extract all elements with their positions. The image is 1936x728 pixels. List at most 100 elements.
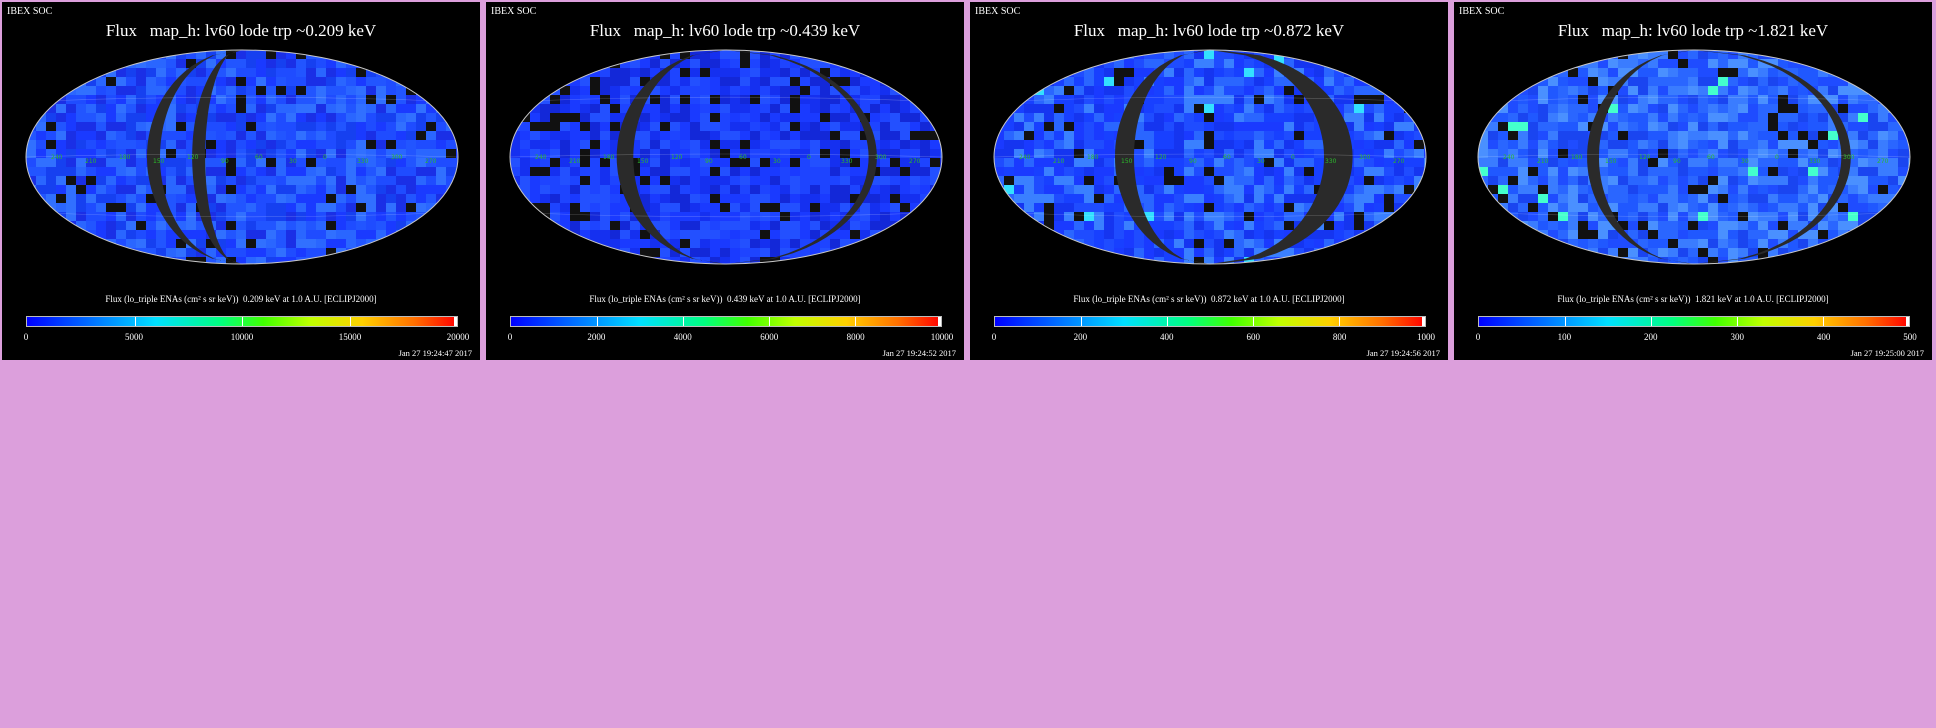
header-label: IBEX SOC (491, 6, 537, 17)
longitude-label: 240 (1019, 154, 1031, 161)
longitude-label: 180 (1087, 154, 1099, 161)
colorbar-tick-label: 20000 (446, 332, 470, 342)
dark-band (1115, 50, 1210, 264)
colorbar-tick-label: 10000 (930, 332, 954, 342)
longitude-label: 30 (1257, 158, 1265, 165)
longitude-label: 30 (773, 158, 781, 165)
longitude-label: 0 (807, 154, 811, 161)
longitude-label: 90 (221, 158, 229, 165)
longitude-label: 120 (187, 154, 199, 161)
longitude-label: 330 (1325, 158, 1337, 165)
colorbar-tick-label: 400 (1816, 332, 1831, 342)
longitude-label: 0 (323, 154, 327, 161)
panel-1: IBEX SOC Flux map_h: lv60 lode trp ~0.43… (486, 2, 964, 360)
colorbar-tick-label: 200 (1644, 332, 1658, 342)
dark-band (616, 50, 726, 264)
colorbar-tick-label: 2000 (587, 332, 606, 342)
colorbar-tick (855, 317, 856, 326)
longitude-label: 0 (1291, 154, 1295, 161)
colorbar-tick (1253, 317, 1254, 326)
longitude-label: 300 (391, 154, 403, 161)
colorbar-label: Flux (lo_triple ENAs (cm² s sr keV)) 1.8… (1557, 294, 1829, 304)
panel-title: Flux map_h: lv60 lode trp ~0.872 keV (1073, 21, 1345, 40)
colorbar-tick-label: 8000 (846, 332, 865, 342)
longitude-label: 240 (535, 154, 547, 161)
longitude-label: 90 (705, 158, 713, 165)
longitude-label: 30 (1741, 158, 1749, 165)
longitude-label: 150 (153, 158, 165, 165)
colorbar-tick-label: 4000 (673, 332, 692, 342)
longitude-label: 150 (637, 158, 649, 165)
grid-line (58, 96, 426, 101)
longitude-label: 330 (1809, 158, 1821, 165)
grid-line (58, 213, 426, 218)
colorbar-tick-label: 400 (1160, 332, 1174, 342)
header-label: IBEX SOC (1459, 6, 1505, 17)
dark-band (192, 50, 242, 264)
colorbar-tick-label: 5000 (125, 332, 143, 342)
longitude-label: 0 (1775, 154, 1779, 161)
colorbar-tick (349, 317, 351, 326)
grid-line (1477, 153, 1911, 158)
longitude-label: 210 (1537, 158, 1549, 165)
longitude-label: 150 (1121, 158, 1133, 165)
dark-band (1210, 50, 1353, 264)
colorbar-tick (597, 317, 598, 326)
panel-2: IBEX SOC Flux map_h: lv60 lode trp ~0.87… (970, 2, 1448, 360)
timestamp: Jan 27 19:25:00 2017 (1850, 348, 1924, 358)
colorbar (510, 316, 942, 327)
longitude-label: 210 (1053, 158, 1065, 165)
timestamp: Jan 27 19:24:56 2017 (1366, 348, 1440, 358)
colorbar-endcap (1422, 317, 1425, 326)
longitude-label: 330 (357, 158, 369, 165)
longitude-label: 90 (1673, 158, 1681, 165)
map-outline (509, 49, 943, 265)
panel-title: Flux map_h: lv60 lode trp ~0.209 keV (105, 21, 377, 40)
map-outline (993, 49, 1427, 265)
timestamp: Jan 27 19:24:52 2017 (882, 348, 956, 358)
longitude-label: 120 (671, 154, 683, 161)
grid-line (1026, 213, 1394, 218)
colorbar-tick-label: 500 (1903, 332, 1917, 342)
colorbar-tick (1737, 317, 1738, 326)
colorbar-label: Flux (lo_triple ENAs (cm² s sr keV)) 0.2… (105, 294, 377, 304)
colorbar-tick (1823, 317, 1824, 326)
grid-line (542, 96, 910, 101)
colorbar-tick (1339, 317, 1340, 326)
longitude-label: 270 (909, 158, 921, 165)
grid-line (1026, 96, 1394, 101)
colorbar-tick-label: 300 (1730, 332, 1744, 342)
panel-title: Flux map_h: lv60 lode trp ~0.439 keV (589, 21, 861, 40)
colorbar-tick (1651, 317, 1652, 326)
colorbar-tick (1167, 317, 1168, 326)
colorbar-endcap (938, 317, 941, 326)
longitude-label: 120 (1155, 154, 1167, 161)
longitude-label: 210 (569, 158, 581, 165)
colorbar (994, 316, 1426, 327)
longitude-label: 300 (1843, 154, 1855, 161)
colorbar-endcap (1906, 317, 1909, 326)
colorbar-tick-label: 0 (23, 332, 29, 342)
colorbar-tick-label: 800 (1332, 332, 1347, 342)
colorbar-tick-label: 100 (1557, 332, 1572, 342)
longitude-label: 60 (1223, 154, 1231, 161)
grid-line (25, 153, 459, 158)
longitude-label: 210 (85, 158, 97, 165)
longitude-label: 240 (1503, 154, 1515, 161)
longitude-label: 180 (119, 154, 131, 161)
timestamp: Jan 27 19:24:47 2017 (398, 348, 472, 358)
grid-line (542, 213, 910, 218)
colorbar-tick (1565, 317, 1566, 326)
longitude-label: 240 (51, 154, 63, 161)
colorbar-tick-label: 0 (507, 332, 513, 342)
colorbar-tick-label: 1000 (1417, 332, 1435, 342)
grid-line (1510, 213, 1878, 218)
longitude-label: 300 (875, 154, 887, 161)
longitude-label: 60 (255, 154, 263, 161)
colorbar-tick-label: 10000 (230, 332, 254, 342)
colorbar-tick (683, 317, 684, 326)
